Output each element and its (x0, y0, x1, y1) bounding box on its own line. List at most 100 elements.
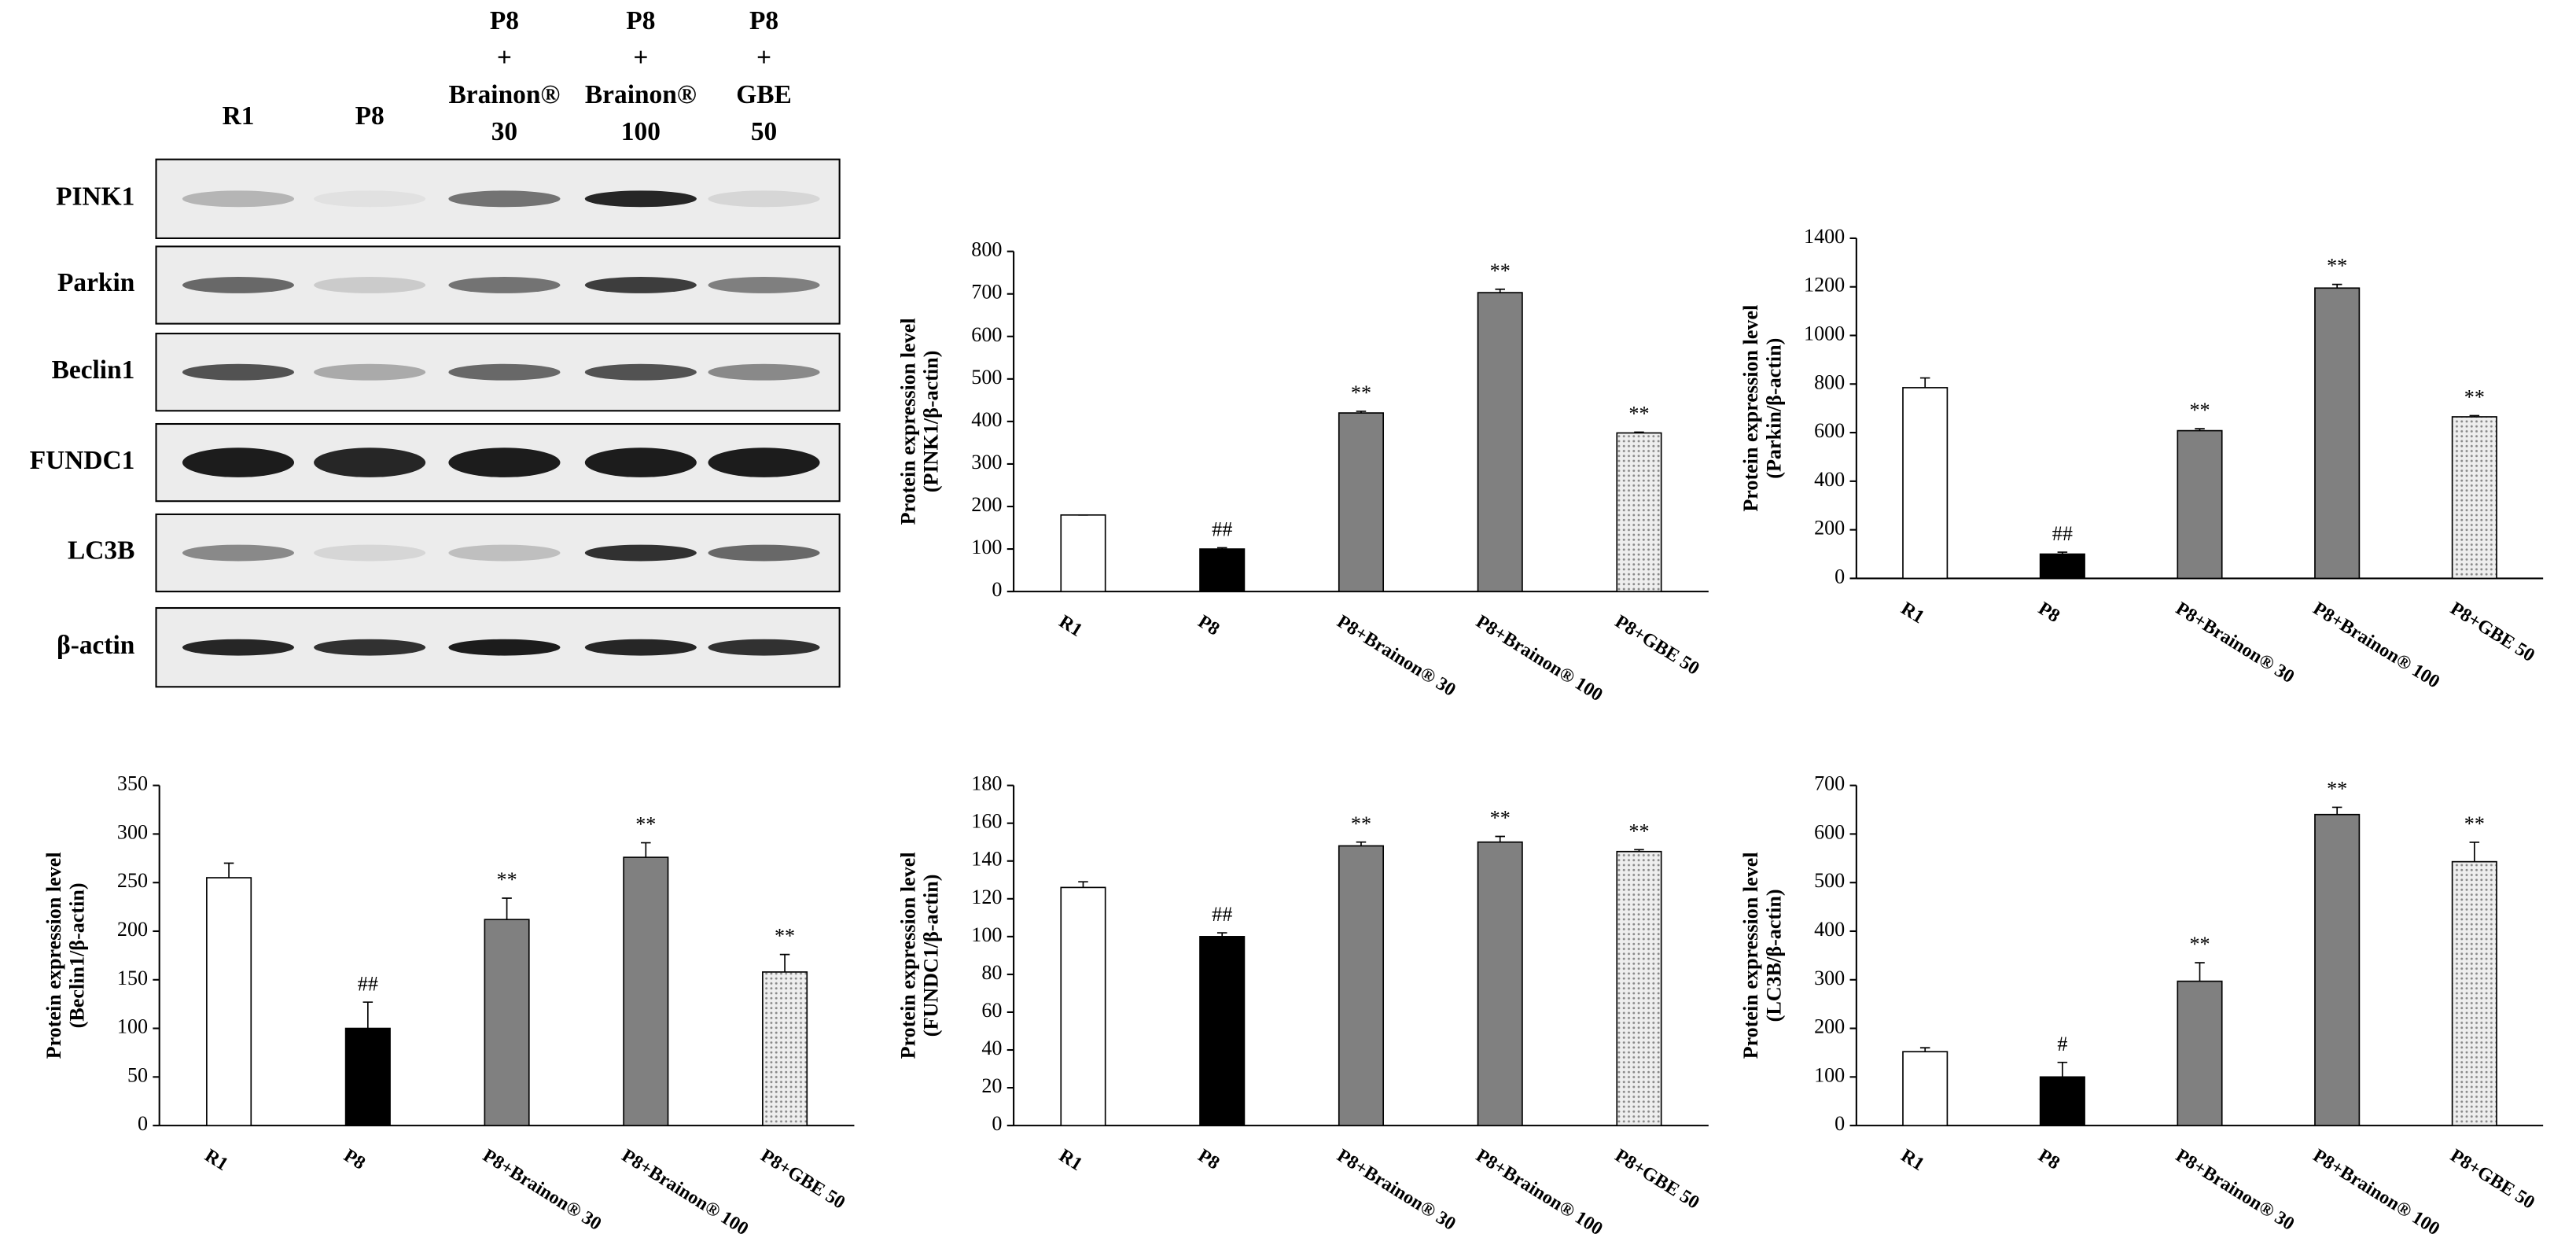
x-tick-label: P8+Brainon® 100 (618, 1145, 752, 1239)
bar (1902, 1051, 1949, 1126)
y-tick-label: 600 (1814, 419, 1845, 442)
band (584, 448, 697, 477)
significance: ** (1490, 260, 1511, 282)
bar (1338, 845, 1385, 1126)
bar (623, 856, 669, 1126)
y-tick-label: 40 (981, 1037, 1002, 1059)
y-tick-label: 0 (1834, 1112, 1845, 1135)
bar (2177, 980, 2223, 1126)
x-tick-label: P8+GBE 50 (2446, 599, 2537, 666)
y-tick-label: 0 (1834, 565, 1845, 588)
lane-label: 100 (621, 117, 661, 146)
x-tick-label: P8+Brainon® 30 (2172, 1145, 2298, 1234)
y-tick-label: 0 (138, 1112, 148, 1135)
bar (1616, 850, 1662, 1126)
lane-label: Brainon® (448, 80, 560, 109)
y-tick-label: 600 (971, 323, 1002, 346)
bar (1199, 548, 1246, 592)
band (314, 363, 426, 381)
y-tick-label: 200 (971, 493, 1002, 516)
x-tick-label: P8+GBE 50 (757, 1145, 848, 1213)
bar (2039, 1076, 2085, 1126)
y-axis-label: (LC3B/β-actin) (1762, 889, 1785, 1022)
significance: ** (2464, 386, 2485, 409)
y-tick-label: 60 (981, 999, 1002, 1022)
bar (206, 877, 252, 1126)
x-tick-label: R1 (201, 1145, 232, 1175)
band (584, 277, 697, 293)
lane-label: R1 (223, 101, 255, 131)
band (314, 277, 426, 293)
significance: ** (1351, 812, 1371, 835)
bar (344, 1027, 391, 1126)
bar (1060, 514, 1106, 592)
band (708, 190, 820, 208)
error-bar (1495, 835, 1505, 842)
y-tick-label: 700 (971, 281, 1002, 304)
significance: ** (2189, 399, 2210, 422)
western-blot: R1 P8 P8 + Brainon® 30 P8 + Brainon® 100 P8 + GBE 50 P… (30, 6, 841, 688)
y-axis-label: (Parkin/β-actin) (1762, 338, 1785, 479)
x-tick-label: P8+Brainon® 100 (1472, 1145, 1606, 1239)
significance: ## (2052, 522, 2073, 545)
x-tick-label: P8+Brainon® 100 (2309, 599, 2443, 693)
x-tick-label: R1 (1897, 599, 1928, 628)
band (448, 544, 561, 562)
x-tick-label: P8+Brainon® 30 (1334, 1145, 1459, 1234)
bar-chart: 0 50 100 150 200 250 300 350 Protein expression … (42, 772, 855, 1239)
x-tick-label: P8+GBE 50 (1611, 1145, 1702, 1213)
band (448, 448, 561, 477)
band (182, 639, 295, 656)
y-tick-label: 0 (992, 1112, 1002, 1135)
lane-label: + (756, 43, 771, 72)
error-bar (641, 842, 651, 858)
y-tick-label: 300 (1814, 967, 1845, 989)
y-tick-label: 300 (971, 451, 1002, 473)
y-tick-label: 300 (117, 820, 148, 843)
error-bar (1078, 881, 1088, 888)
lane-label: 30 (491, 117, 517, 146)
error-bar (1356, 841, 1367, 846)
y-axis-label: (PINK1/β-actin) (920, 351, 943, 493)
y-axis-label: Protein expression level (1739, 852, 1762, 1059)
bar (2039, 553, 2085, 580)
x-tick-label: R1 (1055, 611, 1086, 641)
error-bar (1216, 547, 1227, 550)
band (314, 190, 426, 208)
significance: ** (497, 868, 517, 891)
y-tick-label: 1000 (1804, 322, 1845, 344)
y-tick-label: 800 (1814, 370, 1845, 393)
y-axis-label: (FUNDC1/β-actin) (920, 875, 943, 1037)
lane-label: P8 (355, 101, 385, 131)
x-tick-label: P8+GBE 50 (2446, 1145, 2537, 1213)
band (314, 639, 426, 656)
x-tick-label: P8+Brainon® 30 (479, 1145, 605, 1234)
significance: ** (1351, 381, 1371, 404)
error-bar (2331, 283, 2342, 289)
error-bar (2469, 842, 2480, 862)
bar (2177, 429, 2223, 580)
significance: ## (358, 972, 378, 995)
error-bar (2195, 962, 2205, 982)
y-tick-label: 600 (1814, 820, 1845, 843)
bar (1477, 292, 1523, 592)
error-bar (362, 1001, 374, 1029)
significance: ## (1212, 518, 1232, 541)
y-axis-label: (Beclin1/β-actin) (65, 882, 88, 1028)
bar (2451, 860, 2497, 1126)
y-tick-label: 1400 (1804, 225, 1845, 248)
band (182, 190, 295, 208)
band (584, 363, 697, 381)
error-bar (223, 862, 234, 878)
error-bar (1919, 1047, 1930, 1052)
protein-label: FUNDC1 (30, 446, 135, 475)
x-tick-label: P8+GBE 50 (1611, 611, 1702, 679)
y-tick-label: 120 (971, 886, 1002, 908)
x-tick-label: R1 (1897, 1145, 1928, 1175)
bar (1060, 886, 1106, 1126)
band (182, 277, 295, 293)
band (314, 448, 426, 477)
error-bar (779, 953, 790, 972)
bar-chart: 0 20 40 60 80 100 120 140 160 180 Protein expressi… (896, 772, 1709, 1239)
y-tick-label: 700 (1814, 772, 1845, 795)
